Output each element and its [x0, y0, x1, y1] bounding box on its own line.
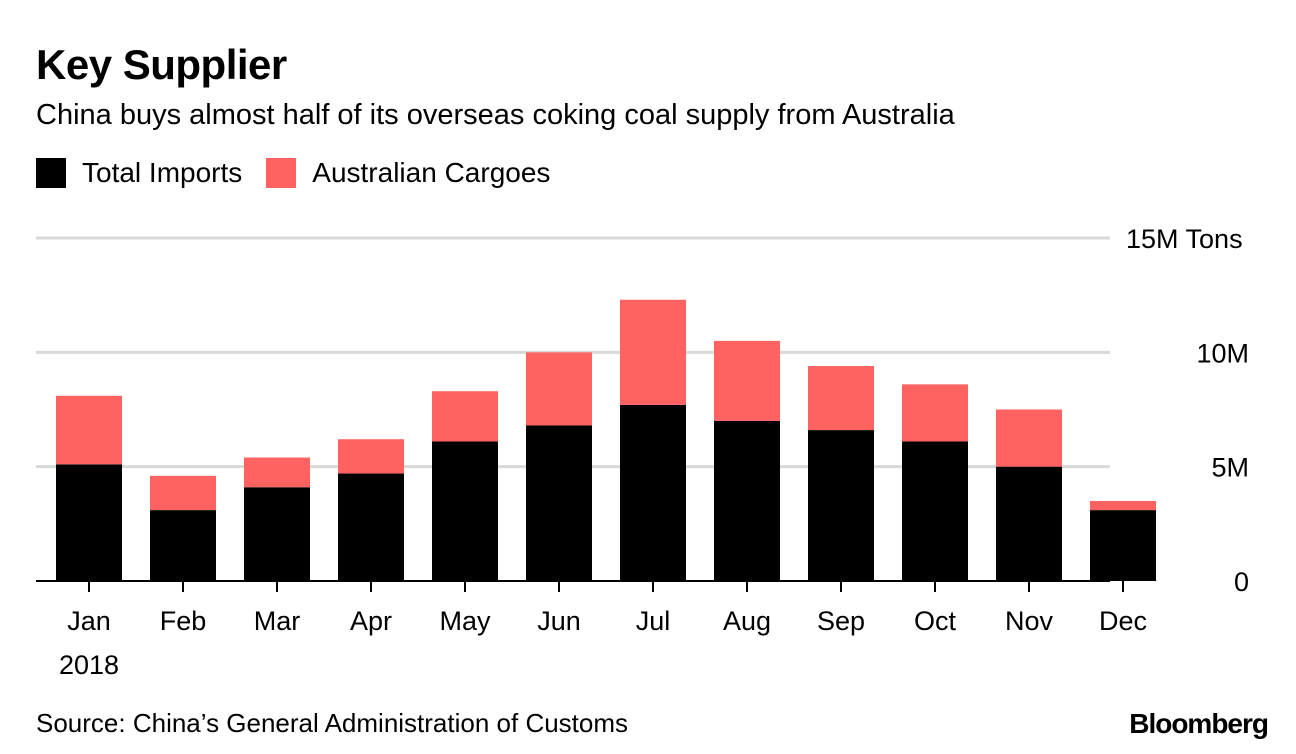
x-tick-label-oct: Oct [914, 606, 957, 636]
bar-feb-australian-cargoes [150, 475, 216, 511]
legend-swatch-total-imports [36, 158, 66, 188]
bar-nov-total-imports [996, 466, 1062, 581]
x-tick-label-aug: Aug [723, 606, 771, 636]
x-tick-label-feb: Feb [160, 606, 207, 636]
bar-jul-australian-cargoes [620, 299, 686, 405]
x-tick-label-dec: Dec [1099, 606, 1147, 636]
bar-may-australian-cargoes [432, 391, 498, 442]
x-tick-label-sep: Sep [817, 606, 865, 636]
y-tick-label-3: 15M Tons [1126, 224, 1243, 254]
chart-title: Key Supplier [36, 41, 287, 88]
y-tick-label-1: 5M [1211, 453, 1249, 483]
tick-labels: 0 5M 10M 15M Tons Jan Feb Mar Apr May Jun Jul Aug Se… [59, 224, 1249, 680]
bar-dec-total-imports [1090, 510, 1156, 581]
legend-label-australian-cargoes: Australian Cargoes [312, 157, 551, 188]
bar-nov-australian-cargoes [996, 409, 1062, 467]
y-tick-label-0: 0 [1234, 567, 1249, 597]
chart-subtitle: China buys almost half of its overseas c… [36, 99, 955, 131]
bar-jan-total-imports [56, 464, 122, 581]
x-tick-label-jun: Jun [537, 606, 581, 636]
bars [56, 299, 1156, 581]
legend-label-total-imports: Total Imports [82, 157, 243, 188]
bar-apr-australian-cargoes [338, 439, 404, 474]
bar-oct-total-imports [902, 441, 968, 581]
bar-feb-total-imports [150, 510, 216, 581]
y-tick-label-2: 10M [1196, 338, 1249, 368]
bar-mar-total-imports [244, 487, 310, 581]
axes [36, 580, 1124, 592]
legend: Total Imports Australian Cargoes [36, 157, 574, 189]
legend-item-australian-cargoes: Australian Cargoes [266, 157, 550, 189]
brand-logo: Bloomberg [1129, 708, 1269, 739]
x-tick-label-may: May [439, 606, 491, 636]
bar-may-total-imports [432, 441, 498, 581]
x-tick-label-apr: Apr [350, 606, 392, 636]
x-tick-label-jul: Jul [636, 606, 671, 636]
bar-jun-total-imports [526, 425, 592, 581]
x-year-label: 2018 [59, 650, 119, 680]
bar-aug-total-imports [714, 420, 780, 581]
x-tick-label-nov: Nov [1005, 606, 1054, 636]
bar-apr-total-imports [338, 473, 404, 581]
bar-jun-australian-cargoes [526, 352, 592, 426]
bar-sep-australian-cargoes [808, 366, 874, 431]
bar-oct-australian-cargoes [902, 384, 968, 442]
bar-sep-total-imports [808, 430, 874, 581]
legend-swatch-australian-cargoes [266, 158, 297, 188]
bar-dec-australian-cargoes [1090, 500, 1156, 511]
bar-aug-australian-cargoes [714, 340, 780, 421]
source-note: Source: China’s General Administration o… [36, 708, 629, 738]
legend-item-total-imports: Total Imports [36, 157, 242, 189]
bar-jan-australian-cargoes [56, 395, 122, 465]
x-tick-label-mar: Mar [254, 606, 301, 636]
bar-mar-australian-cargoes [244, 457, 310, 488]
bar-jul-total-imports [620, 404, 686, 581]
x-tick-label-jan: Jan [67, 606, 111, 636]
